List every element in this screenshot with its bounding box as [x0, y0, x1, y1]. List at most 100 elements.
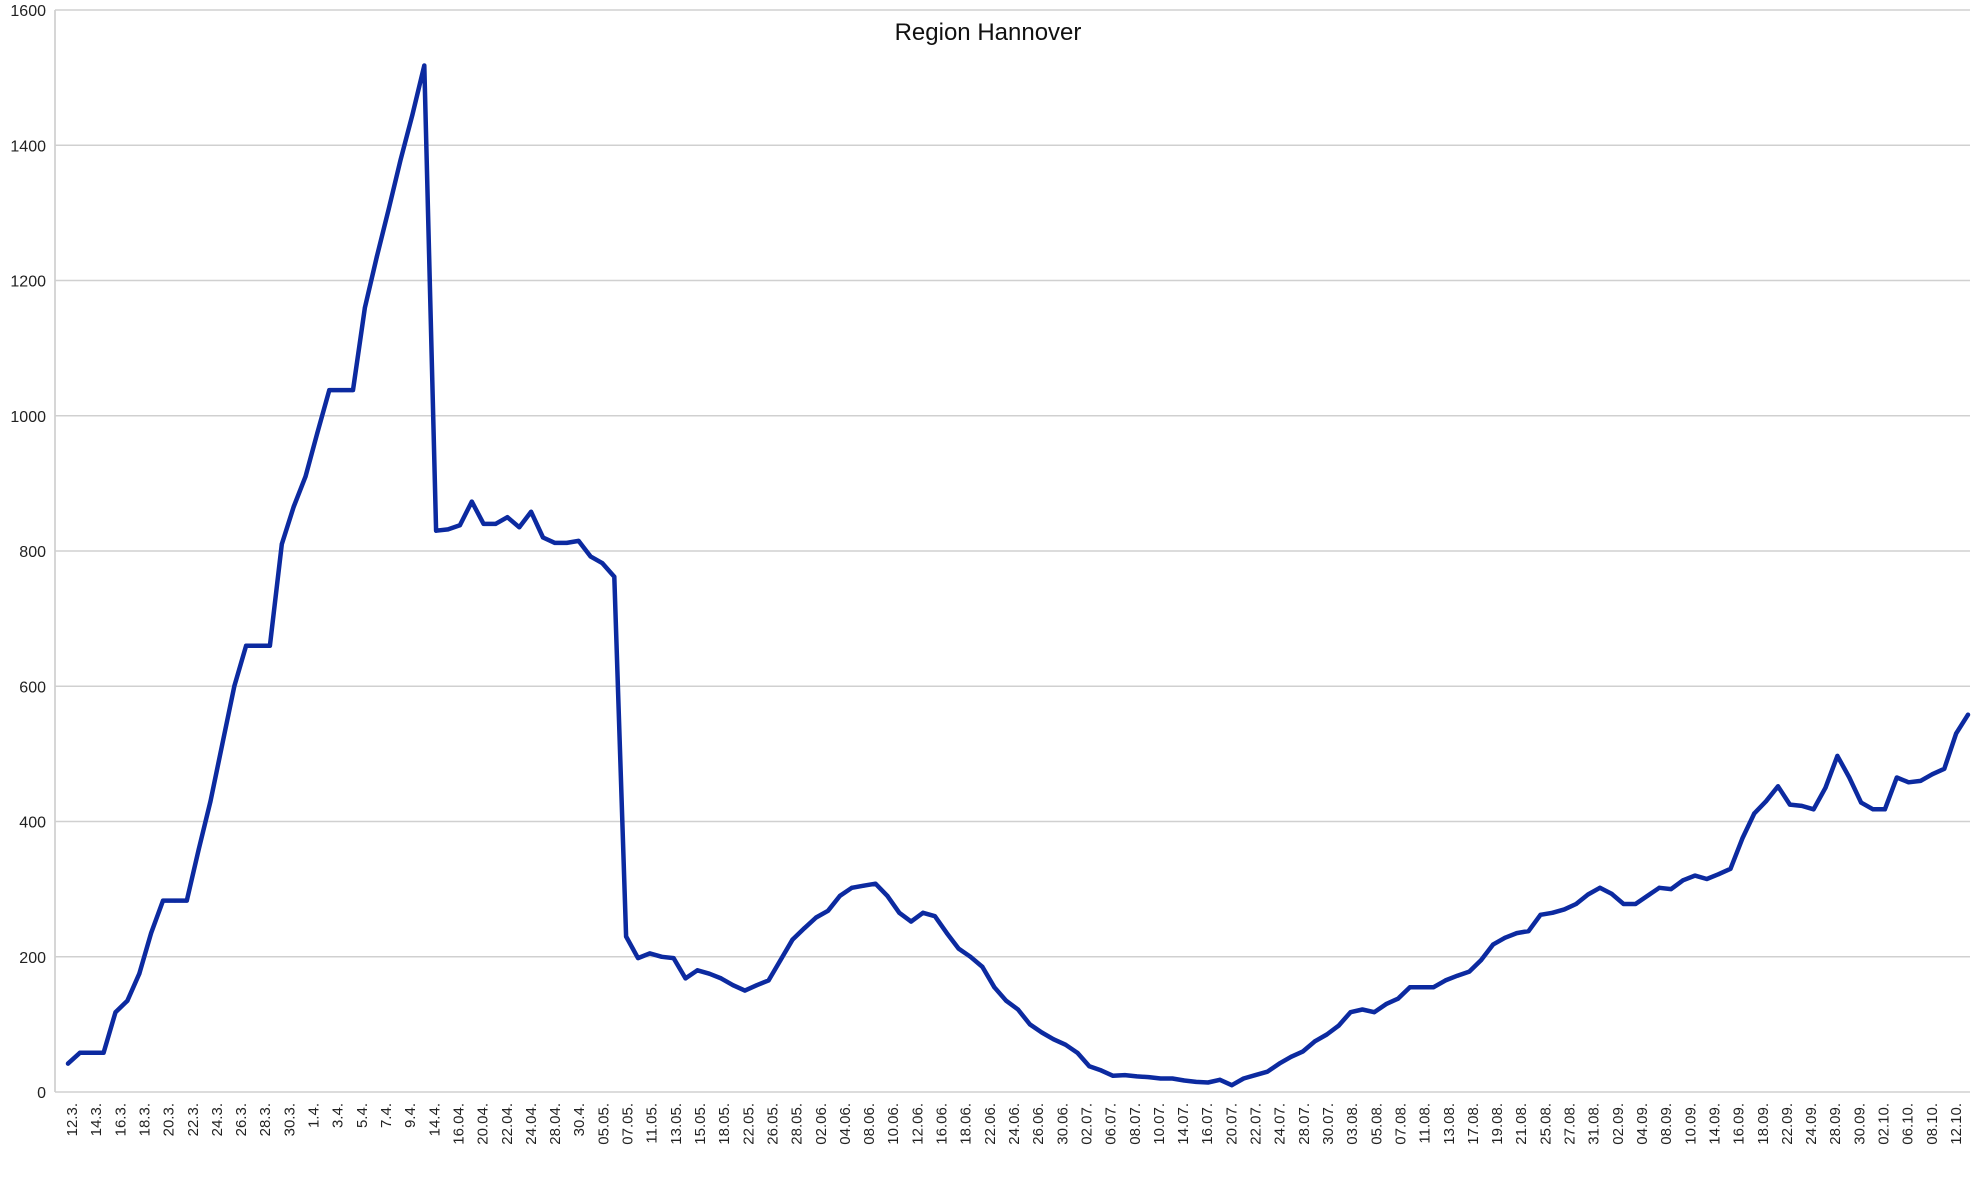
data-point — [196, 847, 201, 852]
x-tick-label: 7.4. — [378, 1103, 395, 1128]
data-point — [1051, 1037, 1056, 1042]
data-point — [1906, 780, 1911, 785]
x-tick-label: 28.07. — [1296, 1103, 1313, 1145]
data-point — [1942, 766, 1947, 771]
data-point — [1882, 807, 1887, 812]
x-tick-label: 16.09. — [1731, 1103, 1748, 1145]
x-tick-label: 02.06. — [813, 1103, 830, 1145]
data-point — [1289, 1054, 1294, 1059]
x-tick-label: 17.08. — [1465, 1103, 1482, 1145]
data-point — [1063, 1042, 1068, 1047]
data-point — [256, 643, 260, 648]
x-tick-label: 1.4. — [306, 1103, 323, 1128]
x-tick-label: 04.09. — [1634, 1103, 1651, 1145]
data-point — [1966, 712, 1970, 717]
data-point — [1586, 892, 1590, 897]
data-point — [1301, 1049, 1305, 1054]
data-point — [1787, 802, 1792, 807]
data-point — [1681, 878, 1685, 883]
x-tick-label: 30.07. — [1320, 1103, 1337, 1145]
data-point — [77, 1050, 82, 1055]
y-tick-label: 1200 — [10, 274, 46, 291]
data-point — [232, 684, 237, 689]
data-point — [113, 1010, 118, 1015]
data-point — [1526, 929, 1531, 934]
data-point — [386, 207, 391, 212]
x-tick-label: 20.07. — [1223, 1103, 1240, 1145]
data-point — [636, 956, 640, 961]
x-tick-label: 12.06. — [909, 1103, 926, 1145]
x-tick-label: 16.04. — [450, 1103, 467, 1145]
data-point — [1146, 1075, 1151, 1080]
data-point — [1455, 973, 1460, 978]
x-tick-label: 05.05. — [595, 1103, 612, 1145]
data-point — [1194, 1079, 1199, 1084]
x-tick-label: 14.4. — [426, 1103, 443, 1136]
data-point — [1728, 866, 1733, 871]
data-point — [422, 63, 427, 68]
data-point — [861, 883, 866, 888]
x-tick-label: 14.3. — [88, 1103, 105, 1136]
data-point — [1514, 931, 1519, 936]
data-point — [1918, 778, 1923, 783]
x-tick-label: 13.05. — [668, 1103, 685, 1145]
data-point — [588, 554, 593, 559]
x-tick-label: 22.09. — [1779, 1103, 1796, 1145]
data-point — [683, 976, 688, 981]
data-point — [944, 931, 949, 936]
data-point — [707, 971, 712, 976]
data-point — [1134, 1074, 1139, 1079]
x-tick-label: 11.05. — [644, 1103, 661, 1144]
y-tick-label: 200 — [19, 950, 46, 967]
data-point — [647, 951, 652, 956]
data-point — [244, 643, 249, 648]
x-tick-label: 22.04. — [499, 1103, 516, 1145]
data-point — [541, 535, 545, 540]
y-tick-label: 1400 — [10, 138, 46, 155]
x-tick-label: 08.09. — [1658, 1103, 1675, 1145]
data-point — [291, 505, 296, 509]
data-point — [267, 643, 272, 648]
x-tick-label: 10.06. — [885, 1103, 902, 1145]
data-point — [398, 158, 403, 163]
x-tick-label: 18.3. — [136, 1103, 153, 1136]
data-point — [885, 893, 890, 898]
x-tick-label: 25.08. — [1537, 1103, 1554, 1145]
data-point — [1704, 877, 1709, 881]
data-point — [766, 978, 771, 983]
x-tick-label: 14.09. — [1706, 1103, 1723, 1145]
data-point — [101, 1050, 106, 1055]
x-tick-label: 20.3. — [161, 1103, 178, 1136]
x-tick-label: 02.07. — [1078, 1103, 1095, 1145]
data-point — [125, 998, 130, 1003]
data-point — [1111, 1073, 1115, 1078]
x-tick-label: 16.07. — [1199, 1103, 1216, 1145]
data-point — [719, 976, 724, 981]
data-point — [1075, 1050, 1080, 1055]
data-point — [161, 898, 165, 903]
data-point — [1621, 902, 1626, 906]
x-tick-label: 18.06. — [958, 1103, 975, 1145]
x-tick-label: 20.04. — [475, 1103, 492, 1145]
data-point — [992, 985, 997, 990]
x-tick-label: 02.10. — [1876, 1103, 1893, 1145]
data-point — [624, 934, 629, 939]
data-point — [279, 542, 284, 547]
x-tick-label: 19.08. — [1489, 1103, 1506, 1145]
data-point — [339, 388, 344, 393]
data-point — [434, 528, 439, 533]
data-point — [1324, 1032, 1329, 1037]
data-point — [1550, 910, 1555, 915]
data-point — [1930, 772, 1935, 777]
data-point — [1229, 1083, 1234, 1088]
y-axis-ticks: 0 200 400 600 800 1000 1200 1400 1600 — [10, 3, 46, 1102]
data-point — [576, 538, 581, 543]
x-tick-label: 14.07. — [1175, 1103, 1192, 1145]
data-point — [1087, 1064, 1092, 1069]
data-point — [849, 885, 854, 890]
data-point — [1740, 836, 1745, 841]
data-point — [1360, 1007, 1365, 1012]
x-tick-label: 07.05. — [620, 1103, 637, 1145]
data-point — [956, 946, 961, 951]
